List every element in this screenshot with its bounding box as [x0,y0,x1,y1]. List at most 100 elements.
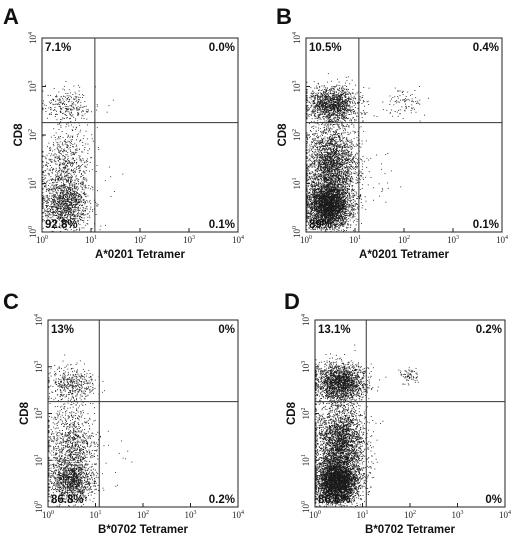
event-dot [70,150,71,151]
event-dot [329,207,330,208]
event-dot [333,224,334,225]
event-dot [349,200,350,201]
event-dot [311,188,312,189]
event-dot [85,185,86,186]
event-dot [343,202,344,203]
event-dot [55,202,56,203]
event-dot [313,176,314,177]
event-dot [45,213,46,214]
event-dot [353,212,354,213]
event-dot [59,214,60,215]
event-dot [56,111,57,112]
event-dot [56,133,57,134]
event-dot [56,154,57,155]
event-dot [60,147,61,148]
event-dot [332,201,333,202]
event-dot [307,193,308,194]
event-dot [51,137,52,138]
event-dot [358,219,359,220]
event-dot [333,229,334,230]
event-dot [79,149,80,150]
event-dot [52,196,53,197]
event-dot [64,101,65,102]
event-dot [43,109,44,110]
event-dot [66,161,67,162]
event-dot [85,144,86,145]
event-dot [43,207,44,208]
event-dot [65,167,66,168]
quadrant-label-lower-left: 92.8% [45,219,78,231]
event-dot [347,223,348,224]
event-dot [313,212,314,213]
event-dot [43,161,44,162]
event-dot [312,216,313,217]
event-dot [56,161,57,162]
event-dot [82,158,83,159]
event-dot [359,197,360,198]
event-dot [67,163,68,164]
event-dot [43,177,44,178]
event-dot [348,204,349,205]
event-dot [68,209,69,210]
event-dot [321,206,322,207]
event-dot [317,200,318,201]
event-dot [50,150,51,151]
event-dot [55,157,56,158]
event-dot [59,206,60,207]
event-dot [57,142,58,143]
event-dot [317,207,318,208]
event-dot [333,186,334,187]
event-dot [334,201,335,202]
event-dot [58,149,59,150]
event-dot [351,207,352,208]
event-dot [342,222,343,223]
event-dot [74,162,75,163]
event-dot [74,172,75,173]
event-dot [66,194,67,195]
event-dot [330,186,331,187]
event-dot [58,171,59,172]
event-dot [65,212,66,213]
event-dot [63,197,64,198]
event-dot [353,206,354,207]
event-dot [83,107,84,108]
event-dot [58,179,59,180]
event-dot [51,206,52,207]
event-dot [65,210,66,211]
event-dot [325,215,326,216]
event-dot [77,190,78,191]
event-dot [80,183,81,184]
event-dot [65,112,66,113]
event-dot [44,211,45,212]
event-dot [77,134,78,135]
event-dot [61,195,62,196]
event-dot [58,217,59,218]
event-dot [348,210,349,211]
event-dot [316,208,317,209]
event-dot [314,215,315,216]
event-dot [62,215,63,216]
event-dot [83,222,84,223]
event-dot [51,100,52,101]
event-dot [50,187,51,188]
event-dot [65,217,66,218]
event-dot [75,205,76,206]
event-dot [48,191,49,192]
event-dot [65,179,66,180]
event-dot [55,116,56,117]
y-tick-label: 103 [28,81,38,93]
event-dot [77,103,78,104]
event-dot [68,211,69,212]
event-dot [60,196,61,197]
event-dot [66,189,67,190]
event-dot [316,200,317,201]
event-dot [78,166,79,167]
quadrant-label-lower-right: 0.1% [209,219,235,231]
event-dot [312,203,313,204]
event-dot [63,159,64,160]
event-dot [57,207,58,208]
event-dot [59,211,60,212]
event-dot [316,198,317,199]
event-dot [78,209,79,210]
event-dot [53,100,54,101]
